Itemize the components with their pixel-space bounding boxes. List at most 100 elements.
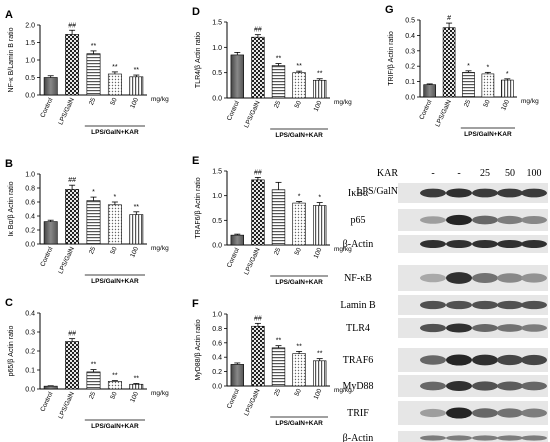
y-axis-label: p65/β Actin ratio bbox=[8, 326, 15, 377]
x-tick-label: 25 bbox=[88, 97, 98, 107]
blot-band bbox=[497, 324, 523, 332]
x-tick-label: 100 bbox=[129, 246, 140, 259]
blot-row-label: IκBα bbox=[348, 188, 369, 199]
blot-band bbox=[472, 381, 498, 391]
y-tick-label: 1.5 bbox=[212, 20, 222, 27]
bar bbox=[230, 364, 244, 387]
group-label: LPS/GalN+KAR bbox=[275, 132, 323, 139]
y-tick-label: 1.0 bbox=[212, 45, 222, 52]
blot-band bbox=[472, 408, 498, 418]
significance-label: ** bbox=[317, 71, 323, 78]
x-tick-label: 100 bbox=[129, 391, 140, 404]
bar bbox=[292, 202, 306, 246]
y-tick-label: 0.0 bbox=[25, 242, 35, 249]
panel-letter: A bbox=[5, 9, 13, 21]
blot-band bbox=[521, 273, 547, 283]
x-tick-label: 100 bbox=[500, 99, 511, 112]
blot-band bbox=[446, 354, 472, 366]
blot-header-value: - bbox=[457, 168, 460, 179]
unit-label: mg/kg bbox=[334, 246, 352, 253]
bar bbox=[292, 72, 306, 99]
bar bbox=[230, 54, 244, 99]
group-label: LPS/GalN+KAR bbox=[91, 129, 139, 136]
blot-band bbox=[446, 435, 472, 441]
blot-band bbox=[472, 272, 498, 284]
y-tick-label: 0.5 bbox=[212, 70, 222, 77]
blot-band bbox=[446, 272, 472, 284]
bar bbox=[43, 77, 58, 96]
significance-label: ** bbox=[276, 56, 282, 63]
blot-row: p65 bbox=[351, 209, 548, 231]
x-tick-label: LPS/GalN bbox=[434, 99, 453, 128]
bar bbox=[107, 204, 122, 245]
x-tick-label: LPS/GalN bbox=[57, 97, 76, 126]
y-axis-label: MyD88/β Actin ratio bbox=[195, 319, 202, 380]
blot-row-label: TRIF bbox=[347, 408, 369, 419]
x-tick-label: Control bbox=[39, 96, 54, 118]
bar bbox=[251, 36, 265, 99]
bar bbox=[129, 383, 144, 390]
y-tick-label: 0.1 bbox=[405, 79, 415, 86]
y-tick-label: 0.2 bbox=[405, 64, 415, 71]
significance-label: * bbox=[298, 194, 301, 201]
chart-panel-b: B 0.0 0.2 0.4 0.6 0.8 1.0 Iκ Bα/β Actin ratio Co… bbox=[5, 158, 169, 285]
y-tick-label: 1.5 bbox=[25, 40, 35, 47]
y-tick-label: 0.3 bbox=[405, 48, 415, 55]
blot-band bbox=[472, 435, 498, 441]
bar bbox=[43, 221, 58, 245]
x-tick-label: Control bbox=[418, 98, 433, 120]
blot-band bbox=[420, 300, 446, 310]
blot-band bbox=[420, 323, 446, 333]
bar bbox=[65, 34, 80, 96]
y-axis-label: NF-κ B/Lamin B ratio bbox=[8, 27, 15, 92]
x-tick-label: 25 bbox=[463, 99, 473, 109]
blot-band bbox=[497, 273, 523, 283]
blot-band bbox=[472, 354, 498, 366]
blot-band bbox=[420, 435, 446, 441]
x-tick-label: 50 bbox=[482, 99, 492, 109]
group-label: LPS/GalN+KAR bbox=[91, 423, 139, 430]
y-tick-label: 1.0 bbox=[25, 172, 35, 179]
blot-band bbox=[497, 381, 523, 391]
significance-label: # bbox=[447, 15, 451, 22]
blot-band bbox=[420, 381, 446, 391]
significance-label: ## bbox=[254, 315, 262, 322]
bar bbox=[86, 53, 101, 96]
blot-row-label: β-Actin bbox=[343, 433, 374, 442]
y-axis-label: TLR4/β Actin ratio bbox=[195, 32, 202, 88]
blot-band bbox=[446, 323, 472, 333]
significance-label: ** bbox=[134, 67, 140, 74]
x-tick-label: Control bbox=[226, 387, 241, 409]
significance-label: ** bbox=[134, 204, 140, 211]
significance-label: * bbox=[92, 189, 95, 196]
panel-letter: D bbox=[192, 6, 200, 18]
significance-label: ** bbox=[91, 362, 97, 369]
blot-band bbox=[420, 216, 446, 224]
blot-band bbox=[497, 408, 523, 418]
bar bbox=[251, 325, 265, 387]
bar bbox=[230, 234, 244, 246]
blot-band bbox=[446, 407, 472, 419]
y-tick-label: 0.4 bbox=[405, 33, 415, 40]
blot-band bbox=[521, 324, 547, 332]
x-tick-label: 50 bbox=[294, 388, 304, 398]
significance-label: ** bbox=[134, 375, 140, 382]
blot-band bbox=[497, 239, 523, 249]
significance-label: ** bbox=[296, 343, 302, 350]
significance-label: ## bbox=[68, 177, 76, 184]
x-tick-label: Control bbox=[39, 390, 54, 412]
y-tick-label: 0.0 bbox=[212, 96, 222, 103]
blot-band bbox=[472, 188, 498, 198]
blot-row: MyD88 bbox=[342, 375, 548, 397]
bar bbox=[65, 341, 80, 390]
significance-label: * bbox=[467, 63, 470, 70]
blot-header-value: - bbox=[431, 168, 434, 179]
significance-label: ** bbox=[91, 43, 97, 50]
y-tick-label: 0.8 bbox=[212, 326, 222, 333]
blot-band bbox=[472, 324, 498, 332]
blot-row: TRIF bbox=[347, 401, 548, 425]
blot-band bbox=[472, 300, 498, 310]
y-tick-label: 0.0 bbox=[212, 243, 222, 250]
unit-label: mg/kg bbox=[334, 99, 352, 106]
y-tick-label: 0.4 bbox=[25, 214, 35, 221]
